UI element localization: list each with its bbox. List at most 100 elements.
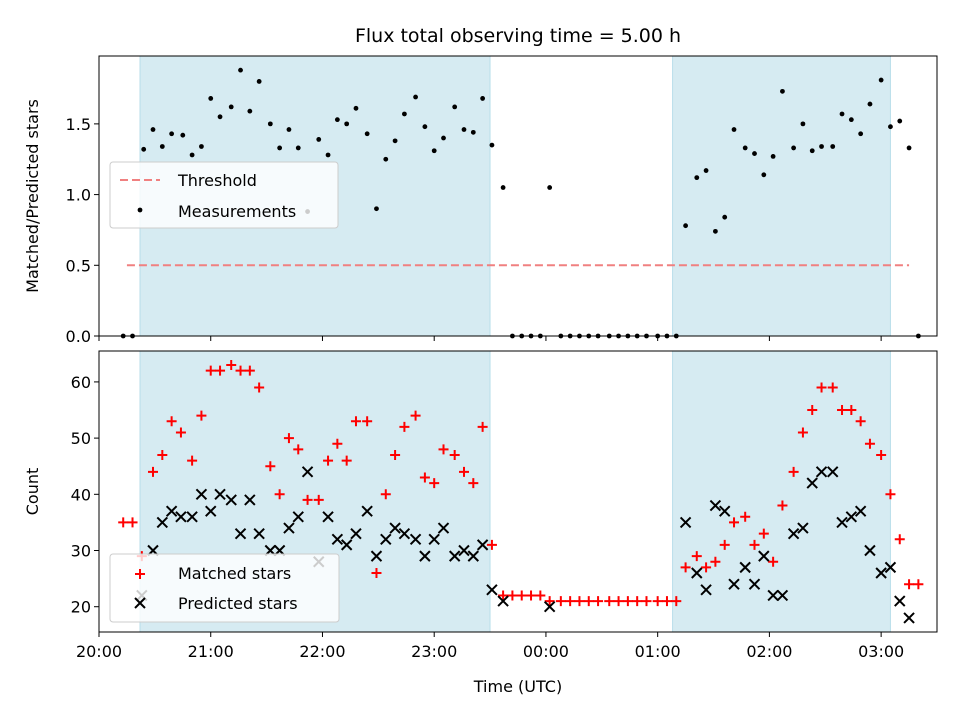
- x-tick-label: 23:00: [411, 642, 457, 661]
- matched-star-point: [235, 365, 246, 376]
- matched-star-point: [797, 427, 808, 438]
- matched-star-point: [449, 449, 460, 460]
- measurement-point: [374, 206, 379, 212]
- measurement-point: [712, 228, 718, 234]
- predicted-star-point: [283, 522, 295, 534]
- x-axis-label: Time (UTC): [473, 677, 562, 696]
- matched-star-point: [399, 421, 410, 432]
- measurement-point: [897, 118, 903, 124]
- predicted-star-point: [380, 533, 392, 545]
- measurement-point: [780, 88, 785, 94]
- predicted-star-point: [165, 505, 178, 517]
- matched-star-point: [846, 405, 857, 416]
- matched-star-point: [438, 444, 449, 455]
- predicted-star-point: [836, 516, 848, 529]
- measurement-point: [189, 152, 195, 158]
- predicted-star-point: [894, 595, 906, 607]
- matched-star-point: [622, 596, 633, 607]
- matched-star-point: [507, 590, 518, 601]
- measurement-point: [325, 152, 331, 158]
- predicted-star-point: [700, 584, 712, 596]
- predicted-star-point: [854, 505, 867, 517]
- x-tick-label: 01:00: [635, 642, 681, 661]
- predicted-star-point: [292, 511, 304, 523]
- matched-star-point: [323, 455, 334, 466]
- measurement-point: [839, 111, 845, 117]
- measurement-point: [752, 151, 757, 156]
- matched-star-point: [855, 416, 866, 427]
- matched-star-point: [768, 556, 779, 567]
- predicted-star-point: [175, 511, 187, 523]
- measurement-point: [256, 79, 262, 84]
- matched-star-point: [555, 596, 566, 607]
- predicted-star-point: [331, 533, 344, 545]
- measurement-point: [500, 185, 506, 190]
- predicted-star-point: [253, 527, 265, 540]
- predicted-star-point: [389, 522, 401, 534]
- matched-star-point: [498, 590, 509, 601]
- measurement-point: [452, 104, 458, 110]
- measurement-point: [247, 108, 253, 114]
- measurement-point: [470, 129, 476, 135]
- matched-star-point: [526, 590, 537, 601]
- matched-star-point: [429, 478, 440, 489]
- matched-star-point: [729, 517, 740, 528]
- predicted-star-point: [497, 595, 509, 607]
- x-tick-label: 02:00: [746, 642, 792, 661]
- legend-measurements-swatch: [137, 207, 143, 213]
- count-panel: 20 30 40 50 60 20:00 21:00 22:00 23:00 00:00 01:00…: [23, 350, 938, 696]
- measurement-point: [830, 144, 836, 149]
- matched-star-point: [362, 416, 373, 427]
- observing-window: [672, 350, 891, 633]
- y-tick-label: 40: [71, 485, 91, 504]
- ratio-panel: 0.0 0.5 1.0 1.5 Matched/Predicted stars Thres…: [23, 55, 938, 346]
- matched-star-point: [516, 590, 527, 601]
- matched-star-point: [175, 427, 186, 438]
- predicted-star-point: [767, 589, 779, 602]
- predicted-star-point: [301, 466, 314, 478]
- measurement-point: [238, 67, 243, 73]
- x-tick-label: 21:00: [188, 642, 234, 661]
- predicted-star-point: [370, 550, 383, 562]
- predicted-star-point: [845, 511, 858, 523]
- matched-star-point: [254, 382, 265, 393]
- y-tick-label: 0.5: [66, 256, 91, 275]
- matched-star-point: [827, 382, 838, 393]
- predicted-star-point: [728, 578, 740, 590]
- matched-star-point: [652, 596, 663, 607]
- matched-star-point: [710, 556, 721, 567]
- matched-star-point: [807, 405, 818, 416]
- matched-star-point: [127, 517, 138, 528]
- matched-star-point: [390, 449, 401, 460]
- predicted-star-point: [543, 601, 556, 613]
- y-tick-label: 1.0: [66, 186, 91, 205]
- measurement-point: [809, 148, 815, 154]
- matched-star-point: [215, 365, 226, 376]
- y-tick-label: 0.0: [66, 327, 91, 346]
- measurement-point: [277, 145, 283, 151]
- predicted-star-point: [679, 516, 692, 529]
- measurement-point: [208, 96, 214, 101]
- predicted-star-point: [476, 539, 489, 551]
- legend-threshold-label: Threshold: [177, 171, 257, 190]
- measurement-point: [770, 154, 776, 159]
- measurement-point: [344, 121, 350, 127]
- matched-star-point: [302, 494, 313, 505]
- measurement-point: [286, 127, 292, 132]
- x-tick-label: 03:00: [858, 642, 904, 661]
- legend-predicted-label: Predicted stars: [178, 594, 298, 613]
- measurement-point: [694, 175, 700, 181]
- axes-frame: [98, 350, 938, 633]
- matched-star-point: [904, 579, 915, 590]
- predicted-star-point: [419, 550, 431, 562]
- measurement-point: [295, 145, 301, 151]
- legend-predicted-swatch: [134, 597, 146, 609]
- measurement-point: [731, 127, 737, 132]
- y-tick-label: 60: [71, 373, 91, 392]
- observing-window: [672, 55, 891, 337]
- measurement-point: [334, 117, 340, 123]
- matched-star-point: [244, 365, 255, 376]
- matched-star-point: [410, 410, 421, 421]
- predicted-star-point: [225, 494, 237, 506]
